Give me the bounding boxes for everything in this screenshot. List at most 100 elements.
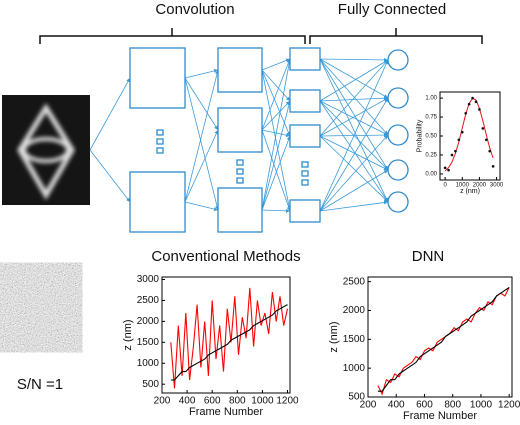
connection: [261, 100, 291, 131]
connection: [319, 200, 389, 212]
y-tick-label: 1000: [137, 358, 160, 369]
point: [464, 111, 468, 115]
y-tick-label: 500: [142, 379, 159, 390]
connection: [319, 134, 389, 212]
connection: [319, 169, 389, 212]
connection: [261, 208, 291, 213]
chart-title: DNN: [412, 248, 445, 265]
connection: [319, 100, 389, 203]
connection: [184, 69, 219, 203]
connection: [319, 97, 389, 137]
x-tick-label: 2000: [473, 182, 487, 188]
point: [457, 138, 461, 142]
bracket: [309, 28, 483, 44]
fully-connected-label: Fully Connected: [338, 1, 446, 18]
connection: [319, 58, 389, 99]
point: [454, 149, 457, 153]
y-tick-label: 0.25: [425, 153, 437, 159]
point: [471, 96, 474, 100]
connection: [261, 69, 291, 102]
point: [481, 127, 485, 130]
y-tick-label: 2000: [137, 316, 160, 327]
y-tick-label: 1500: [343, 334, 366, 345]
x-tick-label: 800: [229, 396, 246, 407]
point: [484, 138, 488, 142]
point: [491, 165, 495, 168]
connection: [184, 68, 219, 79]
y-tick-label: 0.00: [425, 172, 437, 178]
connection: [319, 96, 389, 102]
connection: [319, 59, 389, 102]
connection: [319, 58, 389, 136]
point: [488, 149, 492, 153]
connection: [184, 201, 219, 212]
x-tick-label: 400: [179, 396, 196, 407]
connection: [319, 100, 389, 136]
input-image: [2, 95, 90, 205]
chart-title: Conventional Methods: [151, 248, 300, 265]
x-axis-label: z (nm): [460, 188, 480, 195]
x-tick-label: 400: [388, 400, 405, 411]
y-axis-label: z (nm): [328, 321, 340, 352]
network-diagram: [129, 47, 409, 233]
y-tick-label: 500: [348, 392, 365, 403]
noise-image: [0, 270, 75, 345]
snr-label: S/N =1: [17, 376, 63, 393]
point: [474, 100, 478, 104]
connection: [261, 58, 291, 71]
connections: [89, 57, 389, 213]
x-tick-label: 200: [360, 400, 377, 411]
connection: [319, 58, 389, 203]
x-tick-label: 600: [204, 396, 221, 407]
connection: [261, 58, 291, 131]
y-tick-label: 2500: [137, 295, 160, 306]
point: [467, 102, 471, 106]
connection: [261, 100, 291, 211]
plot-frame: [439, 91, 501, 181]
point: [478, 108, 481, 111]
y-tick-label: 0.50: [425, 134, 437, 140]
x-tick-label: 800: [444, 400, 461, 411]
series-line: [444, 97, 494, 172]
x-tick-label: 3000: [490, 182, 504, 188]
connection: [184, 129, 219, 203]
bracket: [39, 28, 306, 44]
x-tick-label: 0: [443, 182, 447, 188]
x-tick-label: 200: [154, 396, 171, 407]
y-tick-label: 1500: [137, 337, 160, 348]
y-tick-label: 3000: [137, 274, 160, 285]
connection: [319, 135, 389, 171]
x-tick-label: 1200: [498, 400, 520, 411]
point: [443, 166, 447, 170]
point: [447, 168, 450, 172]
y-tick-label: 1000: [343, 363, 366, 374]
connection: [261, 58, 292, 211]
connection: [319, 97, 389, 212]
connection: [319, 59, 389, 137]
y-axis-label: z (nm): [122, 319, 134, 350]
x-tick-label: 1000: [470, 400, 493, 411]
connection: [261, 129, 291, 212]
connection: [184, 77, 219, 131]
series-line: [377, 287, 510, 396]
connection: [261, 135, 291, 211]
connection: [261, 69, 292, 212]
connection: [319, 57, 389, 62]
connection: [261, 69, 291, 137]
point: [450, 153, 454, 157]
series-line: [170, 287, 289, 389]
y-tick-label: 1.00: [425, 96, 437, 102]
connection: [319, 59, 389, 212]
connection: [184, 77, 219, 211]
x-tick-label: 600: [416, 400, 433, 411]
y-tick-label: 0.75: [425, 115, 437, 121]
x-tick-label: 1200: [276, 396, 299, 407]
x-tick-label: 1000: [456, 182, 470, 188]
connection: [89, 77, 131, 151]
y-tick-label: 2000: [343, 305, 366, 316]
x-tick-label: 1000: [251, 396, 274, 407]
connection: [319, 58, 389, 171]
series-line: [377, 286, 510, 392]
connection: [89, 149, 131, 203]
